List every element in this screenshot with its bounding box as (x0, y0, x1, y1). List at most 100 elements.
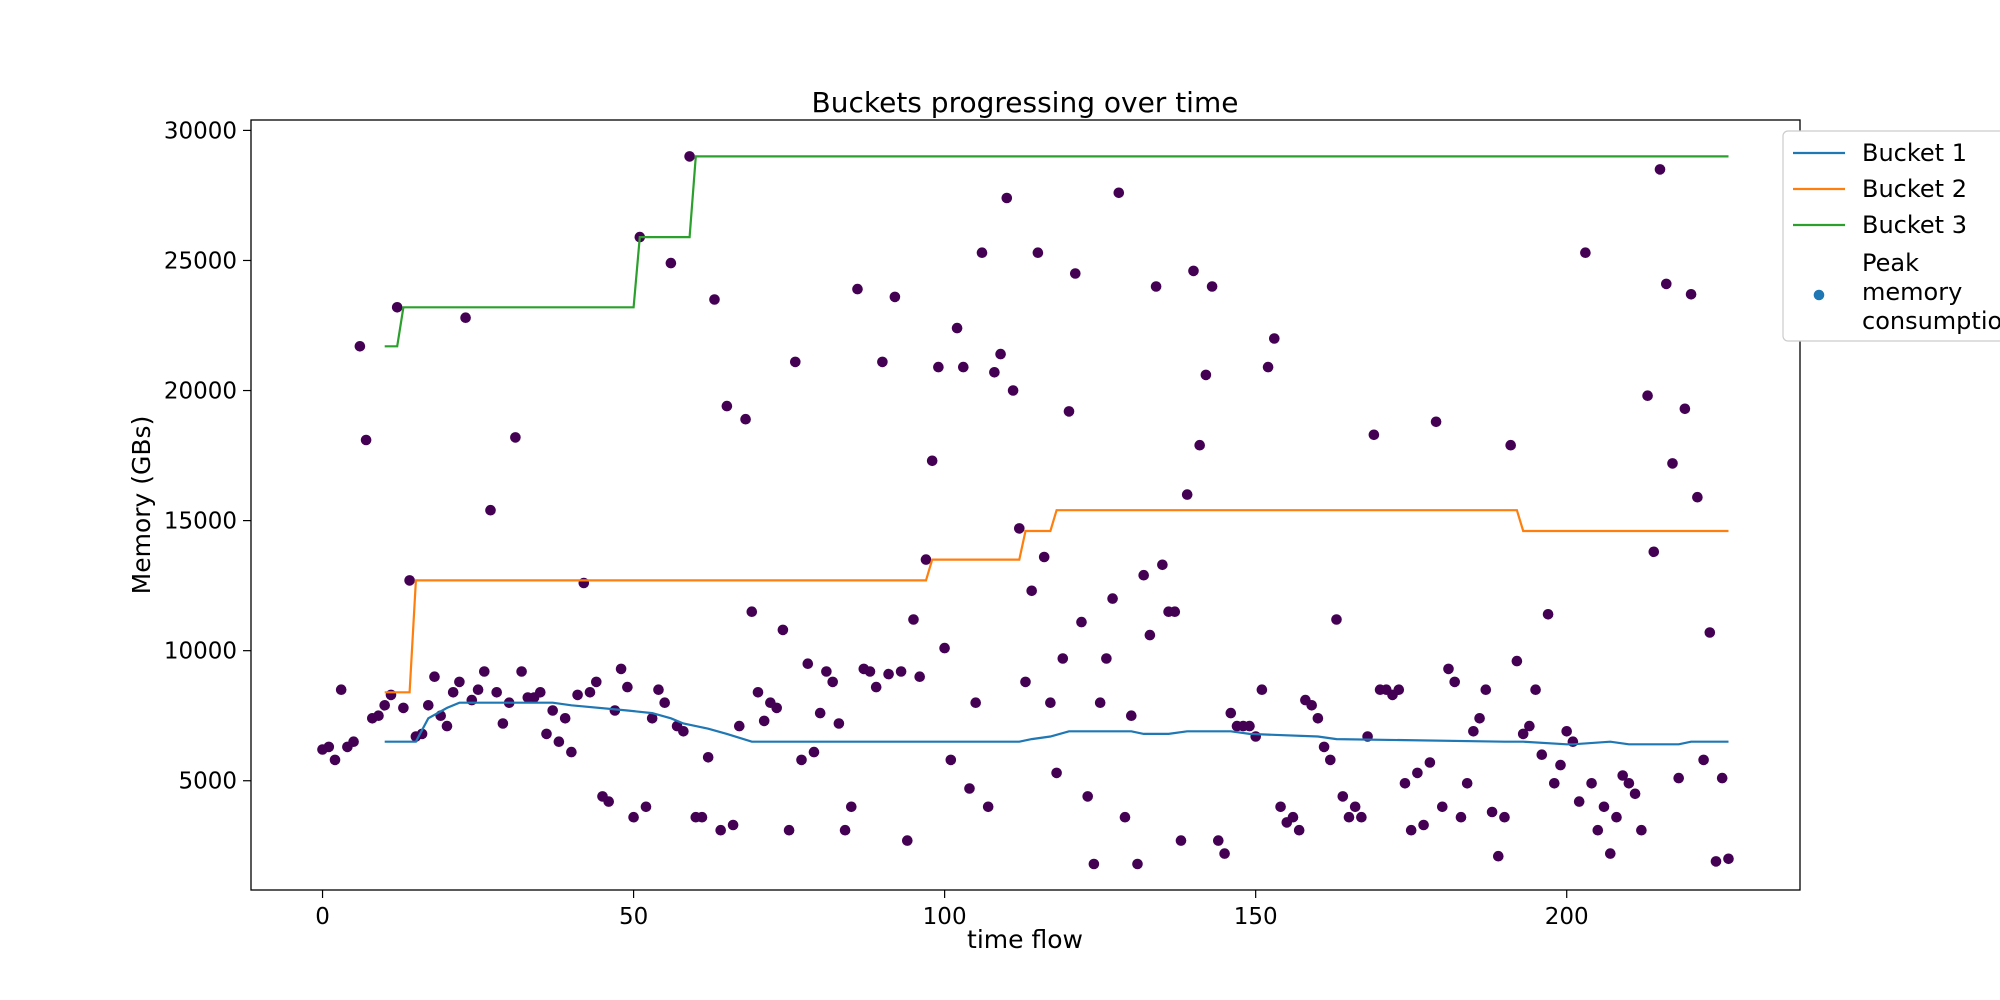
scatter-point (1393, 684, 1405, 695)
scatter-point (1499, 811, 1510, 823)
y-tick-label: 30000 (164, 118, 237, 144)
scatter-point (1723, 853, 1734, 865)
y-tick-label: 25000 (164, 248, 237, 274)
x-tick-label: 50 (619, 904, 648, 930)
scatter-point (566, 746, 577, 758)
x-tick-label: 150 (1234, 904, 1278, 930)
scatter-point (1511, 655, 1523, 667)
scatter-point (1561, 726, 1572, 737)
scatter-point (877, 356, 888, 368)
scatter-point (715, 824, 726, 836)
scatter-point (1293, 824, 1305, 836)
legend-label: Bucket 1 (1862, 139, 1967, 167)
scatter-point (864, 666, 876, 677)
scatter-point (1188, 265, 1199, 277)
scatter-point (360, 434, 372, 446)
scatter-point (1337, 791, 1349, 802)
scatter-point (771, 702, 782, 714)
scatter-point (1493, 850, 1504, 862)
scatter-point (958, 361, 969, 373)
scatter-point (665, 257, 677, 269)
scatter-point (460, 312, 471, 324)
scatter-point (883, 668, 894, 680)
scatter-point (796, 754, 807, 766)
scatter-point (1244, 720, 1255, 732)
scatter-point (895, 666, 907, 677)
scatter-point (335, 684, 347, 695)
scatter-point (1598, 801, 1610, 813)
scatter-point (926, 455, 938, 467)
scatter-point (827, 676, 838, 688)
scatter-point (1194, 439, 1205, 451)
scatter-point (1667, 458, 1678, 469)
scatter-point (908, 614, 919, 625)
scatter-point (348, 736, 359, 747)
scatter-point (559, 713, 571, 724)
y-axis-label: Memory (GBs) (127, 416, 156, 595)
scatter-point (746, 606, 758, 617)
scatter-point (640, 801, 652, 813)
scatter-point (1113, 187, 1125, 199)
scatter-point (1592, 824, 1604, 836)
scatter-point (678, 726, 689, 737)
scatter-point (1586, 778, 1597, 789)
plot-frame (250, 119, 1801, 891)
scatter-point (976, 247, 988, 258)
scatter-point (1716, 772, 1728, 784)
x-tick-label: 0 (315, 904, 330, 930)
scatter-point (591, 676, 602, 688)
x-tick-label: 100 (923, 904, 967, 930)
scatter-point (547, 705, 558, 716)
scatter-point (1629, 788, 1641, 800)
scatter-point (846, 801, 857, 813)
scatter-point (939, 642, 950, 654)
scatter-point (1617, 770, 1628, 781)
scatter-point (466, 694, 478, 706)
scatter-point (1698, 754, 1709, 766)
scatter-point (920, 554, 932, 565)
scatter-point (1144, 629, 1156, 641)
scatter-point (870, 681, 882, 693)
legend-swatch (1813, 289, 1825, 301)
scatter-point (454, 676, 465, 688)
scatter-point (535, 687, 546, 698)
series-line-bucket-2 (384, 509, 1729, 694)
scatter-point (1480, 684, 1492, 695)
scatter-point (1213, 835, 1224, 846)
scatter-point (1418, 819, 1429, 831)
scatter-point (802, 658, 814, 669)
scatter-point (1685, 289, 1697, 300)
scatter-point (646, 713, 658, 724)
scatter-point (777, 624, 789, 636)
scatter-point (653, 684, 664, 695)
scatter-point (1536, 749, 1548, 760)
scatter-point (1642, 390, 1653, 402)
plot-area (250, 119, 1801, 891)
scatter-point (516, 666, 527, 677)
scatter-point (1051, 767, 1062, 779)
scatter-point (1623, 778, 1635, 789)
scatter-point (391, 302, 403, 313)
scatter-point (1611, 811, 1622, 823)
scatter-point (1343, 811, 1355, 823)
legend-label: Bucket 2 (1862, 175, 1967, 203)
scatter-point (1306, 700, 1317, 711)
scatter-point (1026, 585, 1037, 597)
scatter-point (510, 432, 521, 443)
scatter-point (1555, 759, 1566, 771)
scatter-point (982, 801, 994, 813)
scatter-point (1567, 736, 1579, 747)
series-peak-memory (317, 151, 1734, 870)
scatter-point (1325, 754, 1336, 766)
scatter-point (578, 577, 590, 589)
scatter-point (472, 684, 484, 695)
scatter-point (1524, 720, 1535, 732)
scatter-point (1474, 713, 1485, 724)
scatter-point (1119, 811, 1131, 823)
scatter-point (1549, 778, 1560, 789)
series-line-bucket-1 (384, 701, 1729, 746)
scatter-point (814, 707, 826, 719)
scatter-point (441, 720, 453, 732)
scatter-point (1181, 489, 1193, 500)
scatter-point (1580, 247, 1591, 258)
